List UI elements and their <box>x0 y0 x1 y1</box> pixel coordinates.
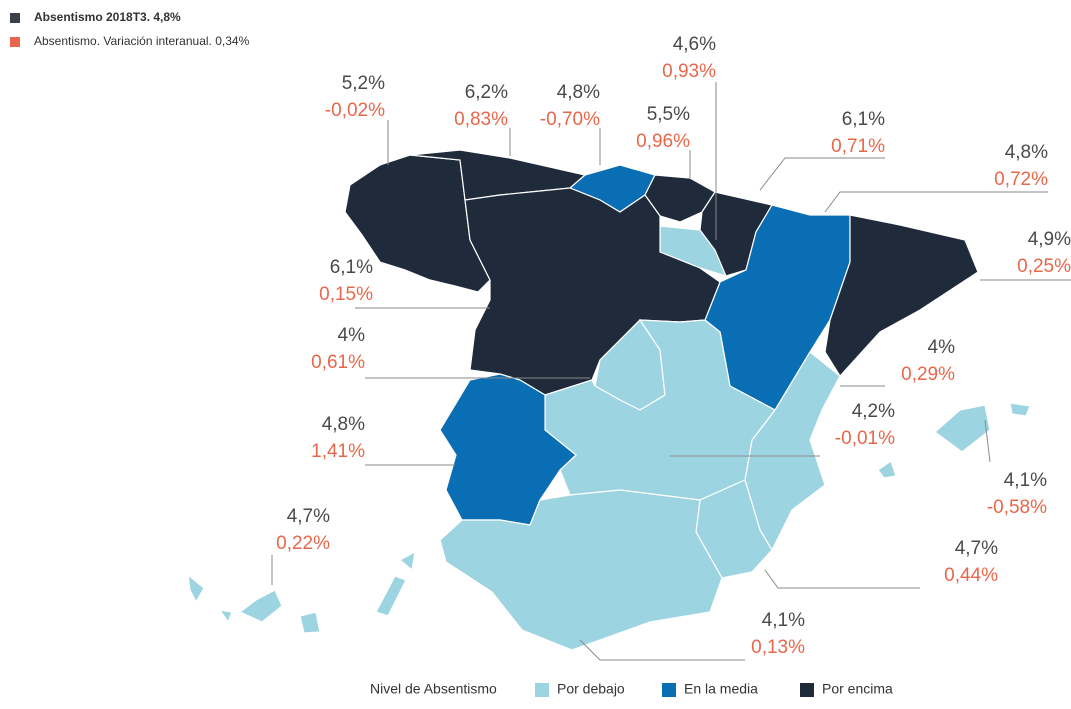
region-change: 0,72% <box>994 169 1048 190</box>
region-rate: 6,1% <box>330 257 373 278</box>
region-change: 0,22% <box>276 533 330 554</box>
bottom-legend: Nivel de Absentismo Por debajo En la media… <box>370 681 893 697</box>
leader-line <box>824 191 1048 213</box>
header-swatch <box>10 13 20 23</box>
region-change: 0,44% <box>944 565 998 586</box>
leader-line <box>579 639 745 661</box>
region-shape <box>824 214 979 377</box>
leader-line <box>764 569 920 589</box>
legend-title: Nivel de Absentismo <box>370 681 497 697</box>
region-change: 0,29% <box>901 364 955 385</box>
region-rate: 4,8% <box>322 414 365 435</box>
header-text: Absentismo 2018T3. 4,8% <box>34 10 181 24</box>
legend-label: Por encima <box>822 681 893 697</box>
region-rate: 6,2% <box>465 82 508 103</box>
legend-label: Por debajo <box>557 681 625 697</box>
region-change: 0,96% <box>636 131 690 152</box>
region-shape <box>375 575 407 617</box>
region-change: 1,41% <box>311 441 365 462</box>
region-rate: 4,7% <box>287 506 330 527</box>
region-change: 0,25% <box>1017 256 1071 277</box>
region-rate: 5,5% <box>647 104 690 125</box>
region-shape <box>544 319 776 501</box>
region <box>187 550 416 634</box>
region <box>439 489 723 651</box>
region-rate: 4,1% <box>1004 470 1047 491</box>
region-rate: 6,1% <box>842 109 885 130</box>
region-rate: 4,1% <box>762 610 805 631</box>
region-rate: 4% <box>928 337 956 358</box>
region-rate: 5,2% <box>342 73 385 94</box>
header-text: Absentismo. Variación interanual. 0,34% <box>34 34 250 48</box>
region-shape <box>934 404 991 453</box>
region-rate: 4,7% <box>955 538 998 559</box>
region-shape <box>877 460 897 479</box>
region-rate: 4,8% <box>1005 142 1048 163</box>
header-swatch <box>10 37 20 47</box>
region-change: -0,58% <box>987 497 1047 518</box>
legend-swatch <box>662 683 676 697</box>
region-shape <box>439 373 577 526</box>
legend-label: En la media <box>684 681 758 697</box>
region-change: -0,02% <box>325 100 385 121</box>
region-change: 0,93% <box>662 61 716 82</box>
header-legend: Absentismo 2018T3. 4,8% Absentismo. Varia… <box>10 10 250 48</box>
region-rate: 4,9% <box>1028 229 1071 250</box>
leader-line <box>759 157 885 191</box>
region-shape <box>187 573 205 604</box>
region-shape <box>238 589 283 623</box>
legend-swatch <box>800 683 814 697</box>
region-shape <box>1009 402 1031 417</box>
region-shape <box>218 609 233 624</box>
region-change: 0,13% <box>751 637 805 658</box>
region <box>439 373 577 526</box>
leader-lines <box>271 82 1071 661</box>
region-change: -0,70% <box>540 109 600 130</box>
region-change: 0,15% <box>319 284 373 305</box>
region <box>544 319 776 501</box>
region-change: 0,71% <box>831 136 885 157</box>
region-change: 0,83% <box>454 109 508 130</box>
region-shapes <box>187 149 1031 651</box>
region-change: -0,01% <box>835 428 895 449</box>
region-rate: 4,2% <box>852 401 895 422</box>
region-shape <box>439 489 723 651</box>
region-labels: 5,2% -0,02% 6,2% 0,83% 4,8% -0,70% 5,5% 0,96% 4,… <box>276 34 1071 658</box>
region-change: 0,61% <box>311 352 365 373</box>
region-shape <box>299 611 321 634</box>
region <box>824 214 979 377</box>
region-shape <box>398 550 416 572</box>
region-rate: 4% <box>338 325 366 346</box>
region-rate: 4,6% <box>673 34 716 55</box>
region <box>877 402 1031 479</box>
leader-line <box>984 419 991 463</box>
region-rate: 4,8% <box>557 82 600 103</box>
legend-swatch <box>535 683 549 697</box>
